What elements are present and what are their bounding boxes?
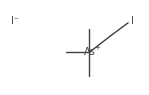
Text: +: + (95, 45, 101, 51)
Text: I⁻: I⁻ (11, 16, 19, 26)
Text: I: I (131, 16, 134, 26)
Text: As: As (84, 47, 95, 57)
